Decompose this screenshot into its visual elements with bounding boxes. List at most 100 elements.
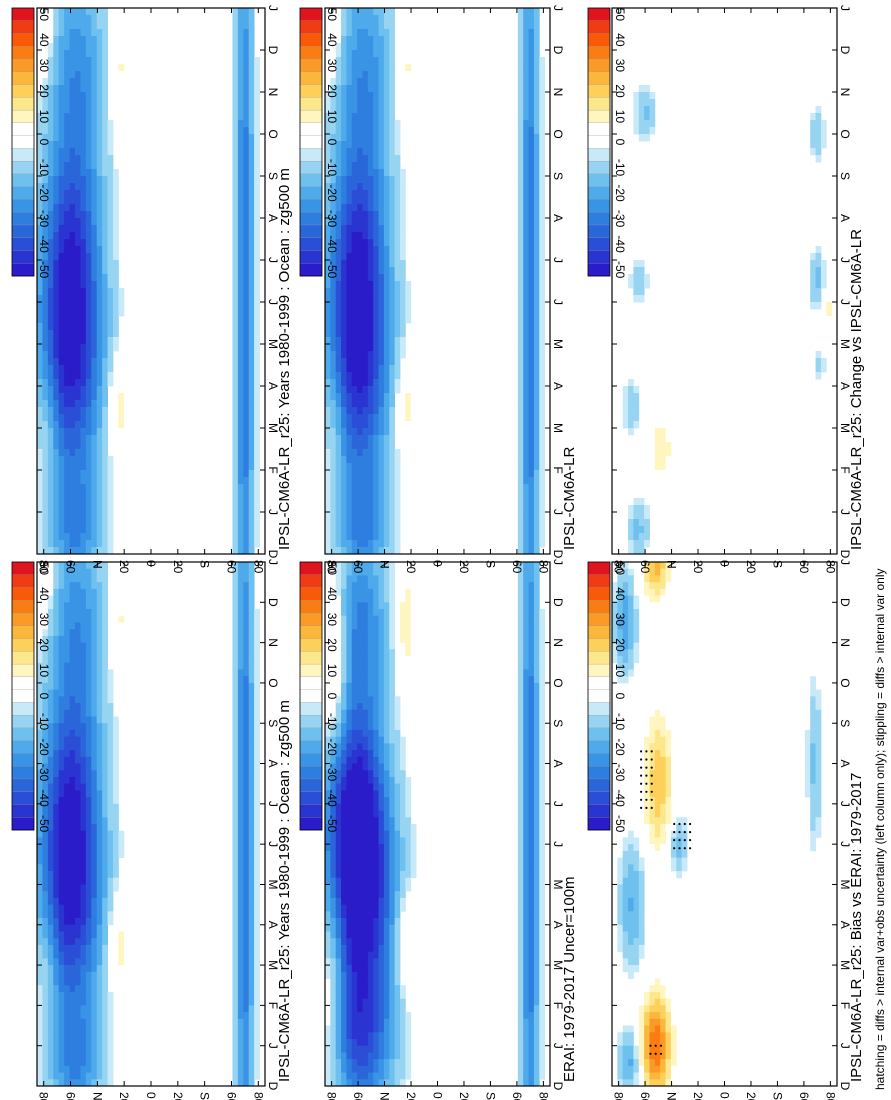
heat-cell xyxy=(96,635,103,644)
heat-cell xyxy=(96,134,103,142)
heat-cell xyxy=(96,57,103,65)
heat-cell xyxy=(357,958,363,966)
heat-cell xyxy=(373,649,379,657)
heat-cell xyxy=(383,696,390,704)
heat-cell xyxy=(75,498,81,506)
heat-cell xyxy=(80,372,87,380)
heat-cell xyxy=(330,134,337,142)
heat-cell xyxy=(91,850,98,858)
heat-cell xyxy=(243,414,250,422)
heat-cell xyxy=(517,897,524,906)
colorbar-label: 10 xyxy=(37,110,51,124)
heat-cell xyxy=(85,204,92,212)
heat-cell xyxy=(232,797,239,805)
heat-cell xyxy=(243,904,250,912)
heat-cell xyxy=(248,1018,255,1026)
heat-cell xyxy=(75,891,81,899)
heat-cell xyxy=(107,323,114,331)
heat-cell xyxy=(523,656,529,664)
heat-cell xyxy=(254,1032,260,1040)
heat-cell xyxy=(248,689,255,697)
month-tick-label: M xyxy=(551,960,565,970)
heat-cell xyxy=(523,1072,529,1080)
heat-cell xyxy=(373,582,379,590)
heat-cell xyxy=(248,407,255,415)
heat-cell xyxy=(37,113,43,121)
heat-cell xyxy=(248,120,255,128)
heat-cell xyxy=(378,770,385,778)
heat-cell xyxy=(80,113,87,121)
heat-cell xyxy=(243,29,250,37)
heat-cell xyxy=(367,750,374,758)
heat-cell xyxy=(47,1005,54,1013)
heat-cell xyxy=(37,477,43,485)
heat-cell xyxy=(91,113,98,121)
heat-cell xyxy=(232,871,239,879)
heat-cell xyxy=(533,1038,540,1047)
heat-cell xyxy=(232,958,239,966)
heat-cell xyxy=(237,330,244,338)
heat-cell xyxy=(102,642,108,650)
heat-cell xyxy=(42,365,49,373)
heat-cell xyxy=(85,505,92,513)
heat-cell xyxy=(254,449,260,457)
heat-cell xyxy=(232,519,239,527)
heat-cell xyxy=(533,649,540,657)
heat-cell xyxy=(37,951,43,959)
heat-cell xyxy=(69,736,76,744)
heat-cell xyxy=(75,656,81,664)
heat-cell xyxy=(37,958,43,966)
heat-cell xyxy=(383,682,390,691)
heat-cell xyxy=(335,911,342,919)
heat-cell xyxy=(243,991,250,1000)
heat-cell xyxy=(400,635,406,644)
heat-cell xyxy=(47,662,54,670)
heat-cell xyxy=(237,365,244,373)
heat-cell xyxy=(113,756,119,764)
heat-cell xyxy=(53,169,60,177)
heat-cell xyxy=(351,1018,358,1026)
heat-cell xyxy=(69,944,76,953)
heat-cell xyxy=(325,662,331,670)
heat-cell xyxy=(539,951,546,959)
month-tick-label: J xyxy=(551,841,565,847)
heat-cell xyxy=(107,1072,114,1080)
heat-cell xyxy=(69,141,76,149)
heat-cell xyxy=(42,911,49,919)
heat-cell xyxy=(373,770,379,778)
heat-cell xyxy=(373,904,379,912)
heat-cell xyxy=(80,288,87,296)
heat-cell xyxy=(243,918,250,926)
heat-cell xyxy=(330,669,337,677)
heat-cell xyxy=(367,763,374,771)
heat-cell xyxy=(75,400,81,408)
heat-cell xyxy=(248,512,255,520)
heat-cell xyxy=(335,884,342,892)
heat-cell xyxy=(243,428,250,436)
heat-cell xyxy=(330,127,337,135)
heat-cell xyxy=(248,958,255,966)
heat-cell xyxy=(362,938,369,946)
lat-tick-label: 80 xyxy=(536,1092,550,1100)
heat-cell xyxy=(325,512,331,520)
heat-cell xyxy=(389,709,396,717)
heat-cell xyxy=(335,414,342,422)
heat-cell xyxy=(102,622,108,630)
heat-cell xyxy=(341,689,347,697)
heat-cell xyxy=(237,239,244,247)
heat-cell xyxy=(351,588,358,596)
heat-cell xyxy=(75,978,81,986)
heat-cell xyxy=(346,1012,353,1020)
heat-cell xyxy=(75,169,81,177)
heat-cell xyxy=(91,736,98,744)
heat-cell xyxy=(42,197,49,205)
heat-cell xyxy=(341,756,347,764)
heat-cell xyxy=(517,891,524,899)
heat-cell xyxy=(37,281,43,289)
heat-cell xyxy=(351,817,358,825)
heat-cell xyxy=(528,1005,535,1013)
heat-cell xyxy=(69,211,76,219)
heat-cell xyxy=(37,991,43,1000)
heat-cell xyxy=(91,232,98,240)
heat-cell xyxy=(47,723,54,731)
